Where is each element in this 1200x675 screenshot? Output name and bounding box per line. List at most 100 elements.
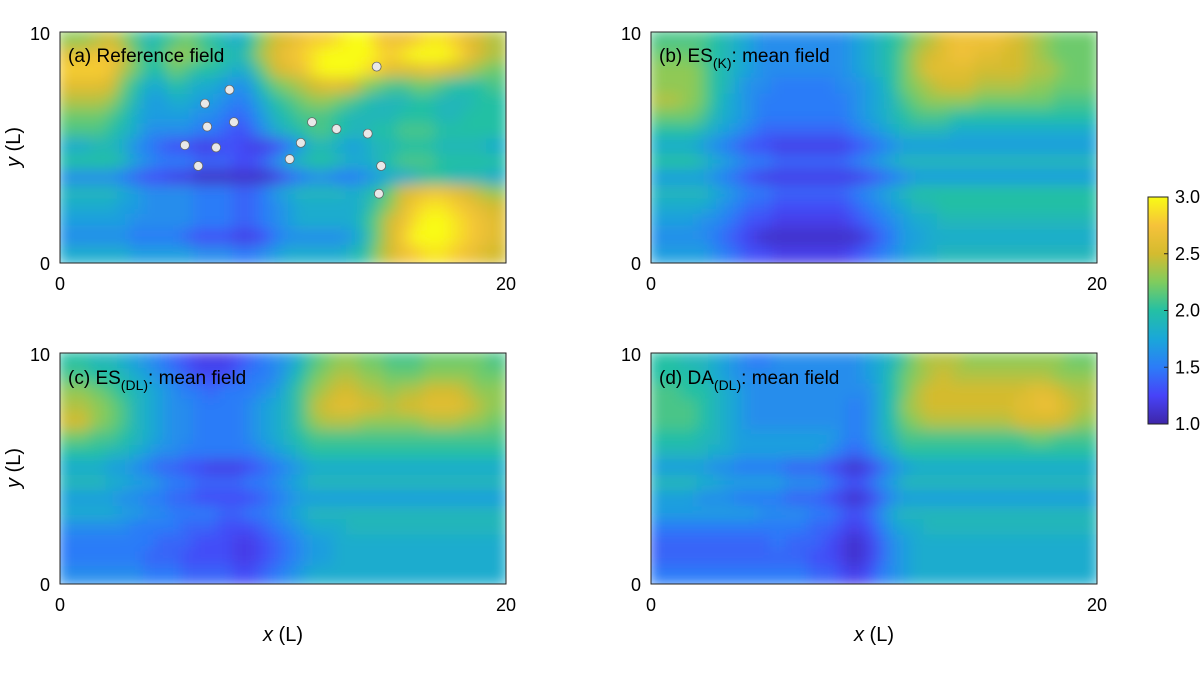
heatmap-cell	[1001, 398, 1018, 419]
heatmap-cell	[746, 77, 763, 98]
heatmap-cell	[1039, 519, 1057, 539]
heatmap-cell	[795, 77, 813, 98]
heatmap-cell	[974, 550, 992, 570]
heatmap-cell	[746, 490, 763, 510]
heatmap-cell	[295, 184, 312, 203]
heatmap-cell	[898, 138, 916, 158]
heatmap-cell	[974, 398, 992, 419]
heatmap-cell	[1025, 368, 1044, 388]
heatmap-cell	[307, 490, 325, 510]
heatmap-cell	[448, 459, 466, 479]
heatmap-cell	[962, 519, 979, 539]
heatmap-cell	[651, 534, 685, 555]
heatmap-cell	[359, 153, 376, 174]
heatmap-cell	[923, 169, 941, 189]
heatmap-cell	[332, 32, 350, 52]
heatmap-cell	[217, 459, 236, 479]
heatmap-cell	[167, 414, 185, 434]
heatmap-cell	[936, 169, 955, 189]
heatmap-cell	[244, 534, 261, 555]
heatmap-cell	[295, 213, 312, 234]
heatmap-cell	[332, 550, 350, 570]
heatmap-cell	[808, 490, 827, 510]
panel-a: (a) Reference field 10 0 0 20 y (L)	[3, 24, 516, 294]
heatmap-cell	[60, 198, 94, 218]
heatmap-cell	[244, 353, 261, 373]
heatmap-cell	[680, 444, 701, 464]
heatmap-cell	[720, 123, 738, 143]
heatmap-cell	[898, 77, 916, 98]
heatmap-cell	[448, 62, 466, 82]
heatmap-cell	[434, 244, 453, 263]
heatmap-cell	[383, 93, 401, 113]
heatmap-cell	[89, 414, 110, 434]
heatmap-cell	[746, 213, 763, 234]
heatmap-cell	[1039, 62, 1057, 82]
heatmap-cell	[129, 490, 147, 510]
heatmap-cell	[244, 213, 261, 234]
heatmap-cell	[651, 353, 685, 373]
heatmap-cell	[808, 229, 827, 249]
heatmap-cell	[231, 353, 249, 373]
heatmap-cell	[371, 353, 388, 373]
heatmap-cell	[332, 414, 350, 434]
heatmap-cell	[795, 474, 813, 495]
heatmap-cell	[835, 353, 852, 373]
heatmap-cell	[383, 398, 401, 419]
heatmap-cell	[217, 444, 236, 464]
heatmap-cell	[359, 383, 376, 403]
heatmap-cell	[217, 138, 236, 158]
heatmap-cell	[1001, 77, 1018, 98]
heatmap-cell	[142, 414, 160, 434]
heatmap-cell	[720, 505, 738, 524]
heatmap-cell	[332, 93, 350, 113]
heatmap-cell	[1052, 474, 1069, 495]
heatmap-cell	[874, 368, 891, 388]
heatmap-cell	[204, 353, 222, 373]
heatmap-cell	[874, 444, 891, 464]
heatmap-cell	[256, 565, 274, 584]
heatmap-cell	[269, 383, 288, 403]
heatmap-cell	[371, 398, 388, 419]
heatmap-cell	[155, 353, 172, 373]
heatmap-cell	[822, 213, 840, 234]
heatmap-cell	[808, 550, 827, 570]
heatmap-cell	[155, 153, 172, 174]
heatmap-cell	[167, 244, 185, 263]
heatmap-cell	[987, 368, 1006, 388]
heatmap-cell	[1052, 429, 1069, 449]
heatmap-cell	[962, 138, 979, 158]
heatmap-cell	[1025, 198, 1044, 218]
heatmap-cell	[410, 550, 427, 570]
heatmap-cell	[886, 550, 903, 570]
heatmap-cell	[129, 519, 147, 539]
heatmap-cell	[733, 444, 751, 464]
heatmap-cell	[911, 429, 928, 449]
heatmap-cell	[1064, 429, 1082, 449]
heatmap-cell	[680, 169, 701, 189]
heatmap-cell	[1064, 213, 1082, 234]
heatmap-cell	[448, 505, 466, 524]
heatmap-cell	[1013, 244, 1030, 263]
heatmap-cell	[1064, 383, 1082, 403]
heatmap-cell	[795, 123, 813, 143]
heatmap-cell	[434, 213, 453, 234]
heatmap-cell	[231, 244, 249, 263]
heatmap-cell	[758, 93, 776, 113]
heatmap-cell	[371, 444, 388, 464]
heatmap-cell	[758, 47, 776, 67]
heatmap-cell	[1064, 123, 1082, 143]
heatmap-cell	[1001, 123, 1018, 143]
heatmap-cell	[359, 213, 376, 234]
heatmap-cell	[486, 550, 506, 570]
heatmap-cell	[746, 474, 763, 495]
heatmap-cell	[155, 429, 172, 449]
heatmap-cell	[180, 519, 197, 539]
heatmap-cell	[231, 474, 249, 495]
heatmap-cell	[345, 198, 364, 218]
heatmap-cell	[320, 505, 337, 524]
heatmap-cell	[758, 32, 776, 52]
heatmap-cell	[758, 459, 776, 479]
heatmap-cell	[1013, 565, 1030, 584]
heatmap-cell	[486, 474, 506, 495]
